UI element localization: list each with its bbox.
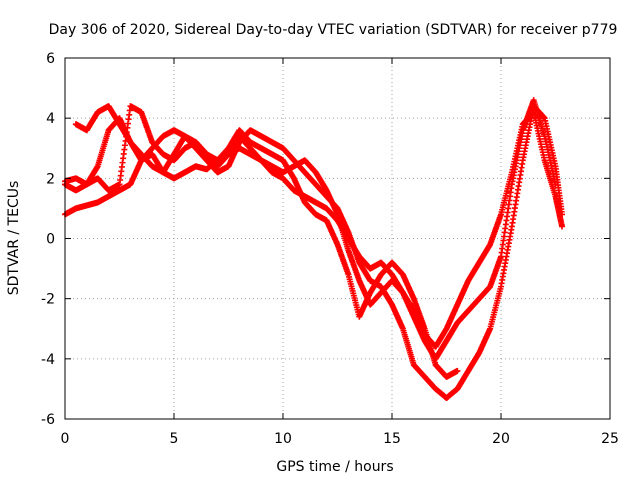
series-track-d <box>72 103 461 380</box>
y-tick-label: 4 <box>46 111 55 127</box>
data-marks <box>62 97 559 362</box>
data-marks <box>62 109 566 350</box>
x-axis-ticks: 0 5 10 15 20 25 <box>61 58 619 447</box>
x-tick-label: 10 <box>274 431 292 447</box>
y-tick-label: 2 <box>46 171 55 187</box>
x-axis-label: GPS time / hours <box>276 459 393 475</box>
x-tick-label: 5 <box>170 431 179 447</box>
y-tick-label: 6 <box>46 51 55 67</box>
data-points <box>62 97 566 401</box>
chart-title: Day 306 of 2020, Sidereal Day-to-day VTE… <box>49 22 618 38</box>
data-marks <box>72 103 461 380</box>
y-tick-label: -2 <box>41 292 55 308</box>
series-track-c <box>62 97 559 362</box>
x-tick-label: 20 <box>492 431 510 447</box>
x-tick-label: 0 <box>61 431 70 447</box>
x-tick-label: 25 <box>601 431 619 447</box>
y-tick-label: -6 <box>41 412 55 428</box>
y-tick-label: 0 <box>46 232 55 248</box>
y-tick-label: -4 <box>41 352 55 368</box>
x-tick-label: 15 <box>383 431 401 447</box>
y-axis-label: SDTVAR / TECUs <box>6 181 22 296</box>
y-axis-ticks: -6 -4 -2 0 2 4 6 <box>41 51 610 428</box>
series-track-a <box>62 109 566 350</box>
